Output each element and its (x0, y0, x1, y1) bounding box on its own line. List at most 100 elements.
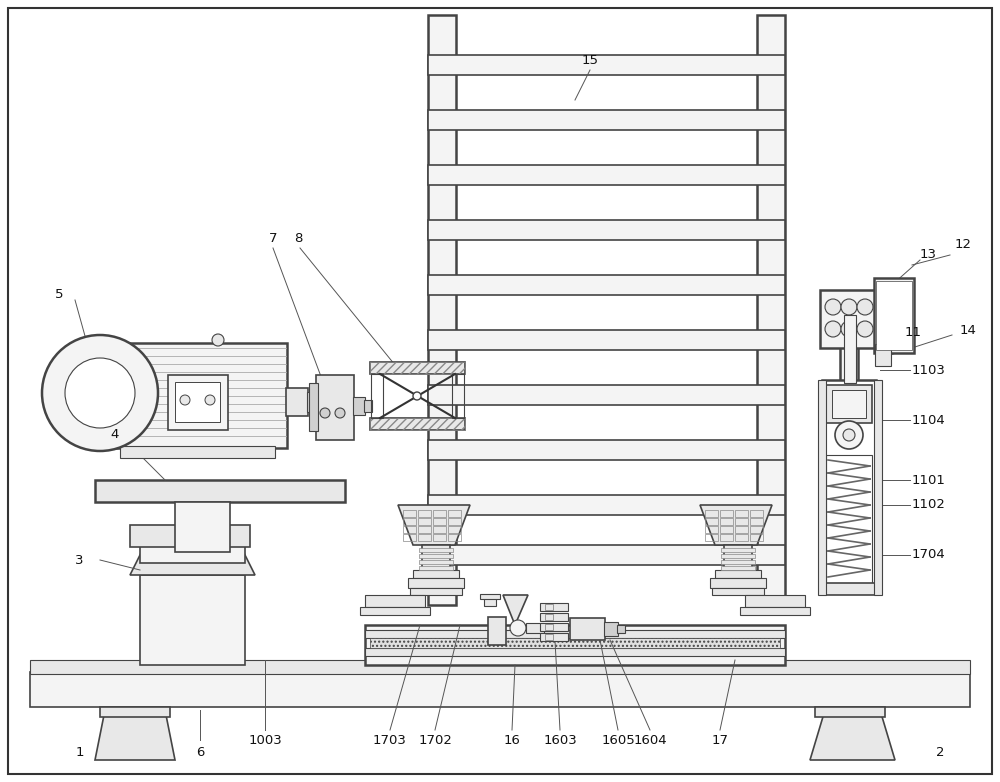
Bar (724, 545, 752, 570)
Bar (428, 55, 785, 75)
Bar (815, 707, 885, 717)
Text: 1104: 1104 (912, 414, 946, 426)
Text: 1704: 1704 (912, 548, 946, 561)
Bar (413, 570, 459, 578)
Bar (419, 566, 453, 570)
Bar (130, 525, 250, 547)
Bar (370, 362, 465, 374)
Bar (874, 278, 914, 353)
Bar (408, 578, 464, 588)
Bar (820, 290, 875, 348)
Bar (740, 607, 810, 615)
Circle shape (825, 299, 841, 315)
Bar (822, 380, 876, 590)
Bar (360, 607, 430, 615)
Circle shape (205, 395, 215, 405)
Bar (365, 648, 785, 656)
Bar (720, 526, 733, 533)
Bar (720, 534, 733, 541)
Bar (448, 518, 461, 525)
Bar (721, 548, 755, 552)
Bar (428, 220, 785, 240)
Circle shape (841, 299, 857, 315)
Bar (428, 15, 456, 605)
Bar (844, 315, 856, 383)
Circle shape (320, 408, 330, 418)
Bar (840, 320, 858, 590)
Bar (705, 526, 718, 533)
Bar (428, 330, 785, 350)
Text: 4: 4 (110, 429, 118, 442)
Bar (418, 534, 431, 541)
Text: 12: 12 (955, 239, 972, 252)
Bar (705, 518, 718, 525)
Bar (428, 275, 785, 295)
Bar (570, 618, 605, 640)
Bar (545, 604, 553, 610)
Bar (309, 383, 318, 431)
Bar (705, 534, 718, 541)
Bar (428, 545, 785, 565)
Bar (721, 560, 755, 564)
Bar (832, 390, 866, 418)
Bar (419, 554, 453, 558)
Bar (540, 603, 568, 611)
Bar (488, 617, 506, 645)
Bar (30, 660, 970, 674)
Bar (720, 510, 733, 517)
Circle shape (180, 395, 190, 405)
Bar (371, 374, 383, 418)
Text: 5: 5 (55, 289, 64, 302)
Bar (822, 583, 876, 595)
Bar (735, 510, 748, 517)
Bar (175, 502, 230, 552)
Bar (419, 548, 453, 552)
Bar (540, 633, 568, 641)
Bar (720, 518, 733, 525)
Bar (365, 625, 785, 665)
Bar (604, 622, 618, 636)
Circle shape (841, 321, 857, 337)
Bar (316, 375, 354, 440)
Bar (428, 385, 785, 405)
Bar (712, 588, 764, 595)
Bar (750, 526, 763, 533)
Bar (735, 526, 748, 533)
Text: 6: 6 (196, 745, 204, 759)
Bar (428, 495, 785, 515)
Bar (140, 545, 245, 563)
Bar (370, 418, 465, 430)
Bar (705, 510, 718, 517)
Circle shape (825, 321, 841, 337)
Bar (403, 510, 416, 517)
Bar (448, 534, 461, 541)
Bar (750, 518, 763, 525)
Bar (403, 526, 416, 533)
Bar (540, 613, 568, 621)
Bar (826, 455, 872, 585)
Bar (448, 510, 461, 517)
Circle shape (335, 408, 345, 418)
Bar (365, 630, 785, 638)
Bar (140, 575, 245, 665)
Bar (428, 440, 785, 460)
Circle shape (843, 429, 855, 441)
Text: 1102: 1102 (912, 498, 946, 511)
Bar (710, 578, 766, 588)
Bar (364, 400, 372, 412)
Bar (433, 510, 446, 517)
Polygon shape (810, 710, 895, 760)
Bar (175, 382, 220, 422)
Text: 1: 1 (76, 745, 84, 759)
Bar (433, 518, 446, 525)
Bar (545, 614, 553, 620)
Bar (433, 534, 446, 541)
Bar (448, 526, 461, 533)
Bar (750, 510, 763, 517)
Text: 2: 2 (936, 745, 944, 759)
Bar (735, 518, 748, 525)
Text: 1603: 1603 (543, 734, 577, 747)
Circle shape (42, 335, 158, 451)
Circle shape (65, 358, 135, 428)
Text: 1101: 1101 (912, 473, 946, 486)
